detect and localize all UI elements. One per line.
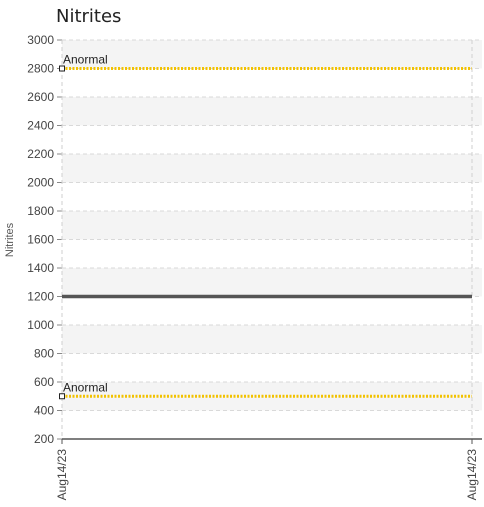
- x-tick-label: Aug14/23: [465, 449, 479, 501]
- y-tick-label: 600: [34, 375, 54, 389]
- reference-lines: Anormal Anormal: [59, 53, 472, 400]
- grid-band: [62, 40, 482, 69]
- reference-label: Anormal: [63, 53, 108, 67]
- y-tick-label: 3000: [27, 33, 54, 47]
- y-tick-label: 2400: [27, 119, 54, 133]
- y-tick-labels: 200 400 600 800 1000 1200 1400 1600 1800 2000 2200…: [27, 33, 54, 446]
- x-tick-labels: Aug14/23 Aug14/23: [55, 449, 479, 501]
- grid-band: [62, 211, 482, 240]
- reference-label: Anormal: [63, 380, 108, 394]
- grid-band: [62, 97, 482, 126]
- y-tick-label: 1600: [27, 233, 54, 247]
- y-tick-label: 2200: [27, 147, 54, 161]
- grid-band: [62, 325, 482, 354]
- y-axis-title: Nitrites: [4, 222, 16, 257]
- chart-title: Nitrites: [56, 6, 122, 27]
- y-tick-label: 1400: [27, 261, 54, 275]
- y-tick-label: 2000: [27, 176, 54, 190]
- grid-bands: [62, 40, 482, 411]
- y-tick-label: 2600: [27, 90, 54, 104]
- y-tick-label: 1200: [27, 290, 54, 304]
- grid-band: [62, 268, 482, 297]
- x-tick-label: Aug14/23: [55, 449, 69, 501]
- y-tick-label: 1000: [27, 318, 54, 332]
- reference-marker: [59, 65, 65, 72]
- y-tick-label: 200: [34, 432, 54, 446]
- y-tick-label: 800: [34, 347, 54, 361]
- reference-marker: [59, 393, 65, 400]
- y-tick-label: 400: [34, 404, 54, 418]
- y-tick-label: 2800: [27, 62, 54, 76]
- y-tick-label: 1800: [27, 204, 54, 218]
- grid-band: [62, 154, 482, 183]
